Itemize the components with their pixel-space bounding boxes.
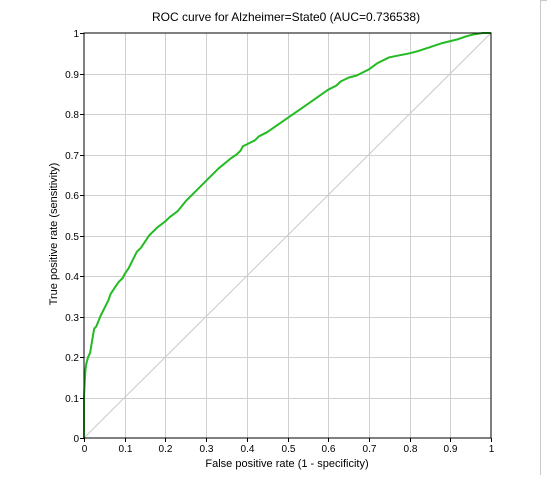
grid-layer: [84, 33, 491, 438]
y-tick-label: 0.3: [65, 313, 79, 324]
x-tick-label: 0.6: [322, 444, 336, 455]
x-tick-label: 0.9: [444, 444, 458, 455]
y-tick-label: 1: [73, 29, 79, 40]
x-tick-label: 0.7: [363, 444, 377, 455]
chart-title: ROC curve for Alzheimer=State0 (AUC=0.73…: [152, 10, 420, 24]
series-layer: [83, 32, 491, 438]
y-tick-label: 0.6: [65, 191, 79, 202]
x-tick-label: 1: [489, 444, 495, 455]
x-tick-label: 0.4: [241, 444, 255, 455]
x-tick-label: 0.2: [159, 444, 173, 455]
y-tick-label: 0.2: [65, 353, 79, 364]
diagonal-layer: [83, 32, 492, 439]
window-edge-top: [540, 0, 547, 1]
window-edge-right: [540, 0, 541, 475]
x-axis-label: False positive rate (1 - specificity): [205, 458, 368, 470]
x-tick-label: 0.1: [119, 444, 133, 455]
y-tick-label: 0.9: [65, 70, 79, 81]
y-tick-label: 0.7: [65, 151, 79, 162]
x-tick-label: 0.3: [200, 444, 214, 455]
x-axis-ticks: 0 0.1 0.2 0.3 0.4 0.5 0.6 0.7 0.8 0.9 1: [82, 438, 495, 455]
x-tick-label: 0.5: [282, 444, 296, 455]
y-tick-label: 0.5: [65, 232, 79, 243]
y-axis-label: True positive rate (sensitivity): [48, 163, 60, 306]
x-tick-label: 0: [82, 444, 88, 455]
y-tick-label: 0.1: [65, 394, 79, 405]
y-tick-label: 0.8: [65, 110, 79, 121]
y-tick-label: 0.4: [65, 272, 79, 283]
random-classifier-diagonal: [83, 32, 492, 439]
roc-curve-line: [83, 32, 491, 438]
y-axis-ticks: 0 0.1 0.2 0.3 0.4 0.5 0.6 0.7 0.8 0.9 1: [65, 29, 84, 445]
plot-frame: [83, 32, 492, 439]
y-tick-label: 0: [73, 434, 79, 445]
x-tick-label: 0.8: [404, 444, 418, 455]
